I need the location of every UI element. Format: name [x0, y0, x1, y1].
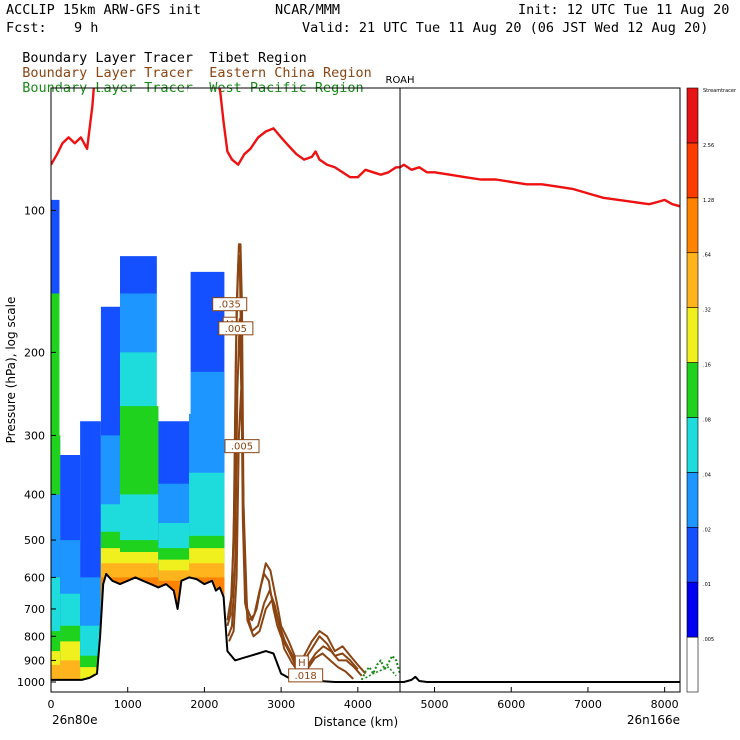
colorbar-swatch — [686, 636, 699, 693]
colorbar-swatch — [686, 417, 699, 473]
eastern-china-contour — [228, 388, 354, 680]
y-tick-label: 600 — [24, 571, 45, 584]
colorbar-swatch — [686, 197, 699, 254]
axes-layer: 0 1000 2000 3000 4000 5000 6000 7000 80001002003… — [17, 204, 679, 711]
y-axis-label: Pressure (hPa), log scale — [4, 297, 18, 444]
legend-eastern-china-name: Boundary Layer Tracer — [22, 65, 193, 81]
y-tick-label: 500 — [24, 534, 45, 547]
eastern-china-contour — [227, 318, 363, 677]
plume-gap — [187, 88, 191, 414]
colorbar-swatch — [686, 526, 699, 583]
tropopause-line-left — [51, 88, 95, 166]
colorbar-level-label: .01 — [703, 582, 711, 588]
contour-label: .035 — [219, 300, 241, 311]
colorbar-level-label: .16 — [703, 363, 711, 369]
contour-label: .018 — [295, 671, 317, 682]
line-layer — [51, 88, 680, 692]
contour-label-box — [212, 297, 248, 312]
contour-label: H — [298, 658, 306, 669]
colorbar: .005 .01 .02 .04 .08 .16 .32 .64 1.28 2.56 Streamt… — [686, 87, 737, 693]
x-tick-label: 5000 — [421, 698, 449, 711]
y-tick-label: 100 — [24, 204, 45, 217]
end-location-label: 26n166e — [627, 713, 680, 727]
plume-gap — [156, 88, 160, 407]
x-tick-label: 0 — [48, 698, 55, 711]
x-tick-label: 1000 — [114, 698, 142, 711]
colorbar-level-label: Streamtracer — [703, 88, 737, 94]
legend-tibet-name: Boundary Layer Tracer — [22, 50, 193, 66]
colorbar-level-label: .02 — [703, 527, 711, 533]
colorbar-level-label: .005 — [703, 637, 714, 643]
y-tick-label: 800 — [24, 630, 45, 643]
legend-eastern-china-region: Eastern China Region — [209, 65, 372, 81]
plume-gap — [79, 88, 82, 399]
x-tick-label: 6000 — [497, 698, 525, 711]
colorbar-swatch — [686, 142, 699, 199]
west-pacific-contour — [360, 654, 401, 681]
plume-gap — [59, 88, 61, 436]
contour-label: .005 — [225, 324, 247, 335]
colorbar-swatch — [686, 472, 699, 528]
valid-time: Valid: 21 UTC Tue 11 Aug 20 (06 JST Wed … — [302, 20, 709, 36]
x-axis-label: Distance (km) — [314, 715, 398, 729]
legend-tibet: Boundary Layer Tracer Tibet Region — [6, 37, 307, 65]
colorbar-level-label: 2.56 — [703, 143, 714, 149]
contour-label: .005 — [231, 442, 253, 453]
x-tick-label: 3000 — [267, 698, 295, 711]
x-tick-label: 4000 — [344, 698, 372, 711]
colorbar-level-label: .08 — [703, 417, 711, 423]
organization-label: NCAR/MMM — [275, 2, 341, 18]
forecast-hour: 9 h — [74, 20, 99, 36]
contour-label-box — [288, 668, 324, 683]
legend-eastern-china: Boundary Layer Tracer Eastern China Regi… — [6, 52, 372, 80]
legend-tibet-region: Tibet Region — [209, 50, 307, 66]
contour-label-box — [218, 321, 254, 336]
tracer-fill-layer — [51, 88, 680, 692]
terrain-line — [51, 572, 680, 683]
colorbar-level-label: .32 — [703, 308, 711, 314]
colorbar-swatch — [686, 581, 699, 638]
y-tick-label: 300 — [24, 429, 45, 442]
colorbar-level-label: .04 — [703, 472, 711, 478]
below-terrain-mask — [51, 573, 680, 692]
colorbar-swatch — [686, 252, 699, 308]
init-time: Init: 12 UTC Tue 11 Aug 20 — [518, 2, 730, 18]
y-tick-label: 400 — [24, 488, 45, 501]
roah-marker-label: ROAH — [386, 75, 415, 86]
colorbar-swatch — [686, 307, 699, 363]
tropopause-line-right — [218, 88, 680, 208]
forecast-label: Fcst: — [6, 20, 47, 36]
eastern-china-contour — [226, 255, 359, 670]
contour-label-box — [224, 439, 260, 454]
tracer-band — [51, 664, 61, 680]
start-location-label: 26n80e — [52, 713, 98, 727]
plume-gap — [100, 88, 102, 294]
y-tick-label: 700 — [24, 603, 45, 616]
plot-frame — [50, 87, 681, 693]
eastern-china-contour — [226, 243, 367, 675]
colorbar-swatch — [686, 87, 699, 144]
model-title: ACCLIP 15km ARW-GFS init — [6, 2, 202, 18]
tracer-band — [60, 660, 81, 680]
x-tick-label: 2000 — [190, 698, 218, 711]
colorbar-level-label: 1.28 — [703, 198, 714, 204]
colorbar-level-label: .64 — [703, 253, 711, 259]
y-tick-label: 1000 — [17, 676, 45, 689]
x-tick-label: 8000 — [651, 698, 679, 711]
y-tick-label: 900 — [24, 654, 45, 667]
colorbar-swatch — [686, 362, 699, 418]
x-tick-label: 7000 — [574, 698, 602, 711]
west-pacific-contour — [365, 666, 397, 679]
y-tick-label: 200 — [24, 346, 45, 359]
